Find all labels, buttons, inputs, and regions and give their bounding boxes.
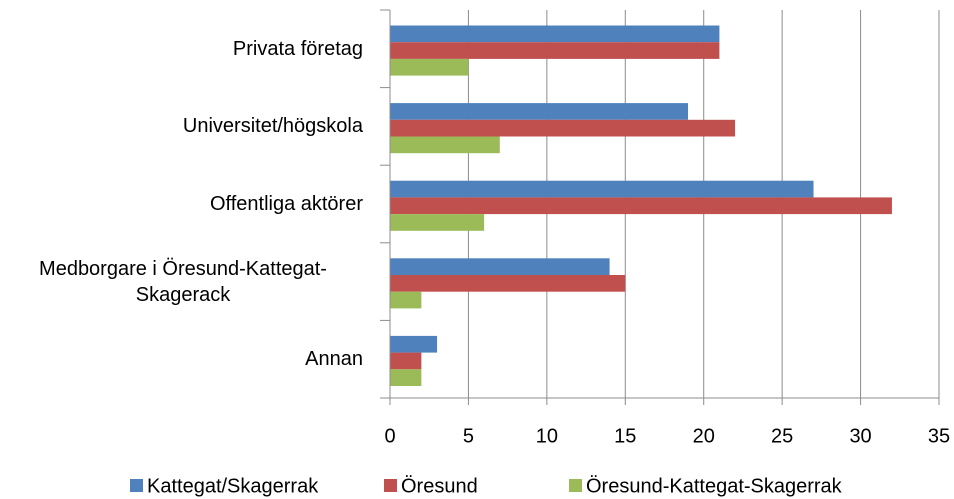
legend-label: Öresund bbox=[401, 475, 478, 497]
bar bbox=[390, 335, 438, 353]
bar bbox=[390, 25, 720, 43]
legend-label: Kattegat/Skagerrak bbox=[147, 475, 319, 497]
bar bbox=[390, 197, 892, 215]
bar bbox=[390, 275, 626, 292]
bar bbox=[390, 103, 689, 120]
bar bbox=[390, 291, 422, 309]
y-tick-label: Annan bbox=[305, 348, 363, 371]
y-tick-label: Universitet/högskola bbox=[182, 115, 363, 138]
legend-swatch bbox=[569, 479, 582, 492]
bar bbox=[390, 42, 720, 59]
y-tick-label: Privata företag bbox=[232, 37, 363, 60]
legend-swatch bbox=[130, 479, 143, 492]
x-tick-label: 30 bbox=[849, 425, 871, 447]
x-tick-label: 20 bbox=[693, 425, 715, 447]
y-tick-label: Medborgare i Öresund-Kattegat-Skagerack bbox=[39, 257, 327, 306]
y-tick-label: Offentliga aktörer bbox=[209, 193, 363, 215]
bar bbox=[390, 352, 422, 370]
bar bbox=[390, 136, 500, 154]
x-tick-label: 35 bbox=[928, 425, 950, 447]
bar bbox=[390, 214, 485, 231]
x-tick-label: 25 bbox=[771, 425, 793, 447]
legend-swatch bbox=[384, 479, 397, 492]
bar bbox=[390, 369, 422, 386]
bar bbox=[390, 58, 469, 76]
legend-label: Öresund-Kattegat-Skagerrak bbox=[586, 475, 843, 497]
bar bbox=[390, 119, 736, 137]
x-tick-label: 0 bbox=[384, 425, 395, 447]
x-tick-label: 10 bbox=[536, 425, 558, 447]
bar bbox=[390, 258, 610, 275]
x-tick-label: 15 bbox=[614, 425, 636, 447]
bar bbox=[390, 180, 814, 198]
x-tick-label: 5 bbox=[463, 425, 474, 447]
